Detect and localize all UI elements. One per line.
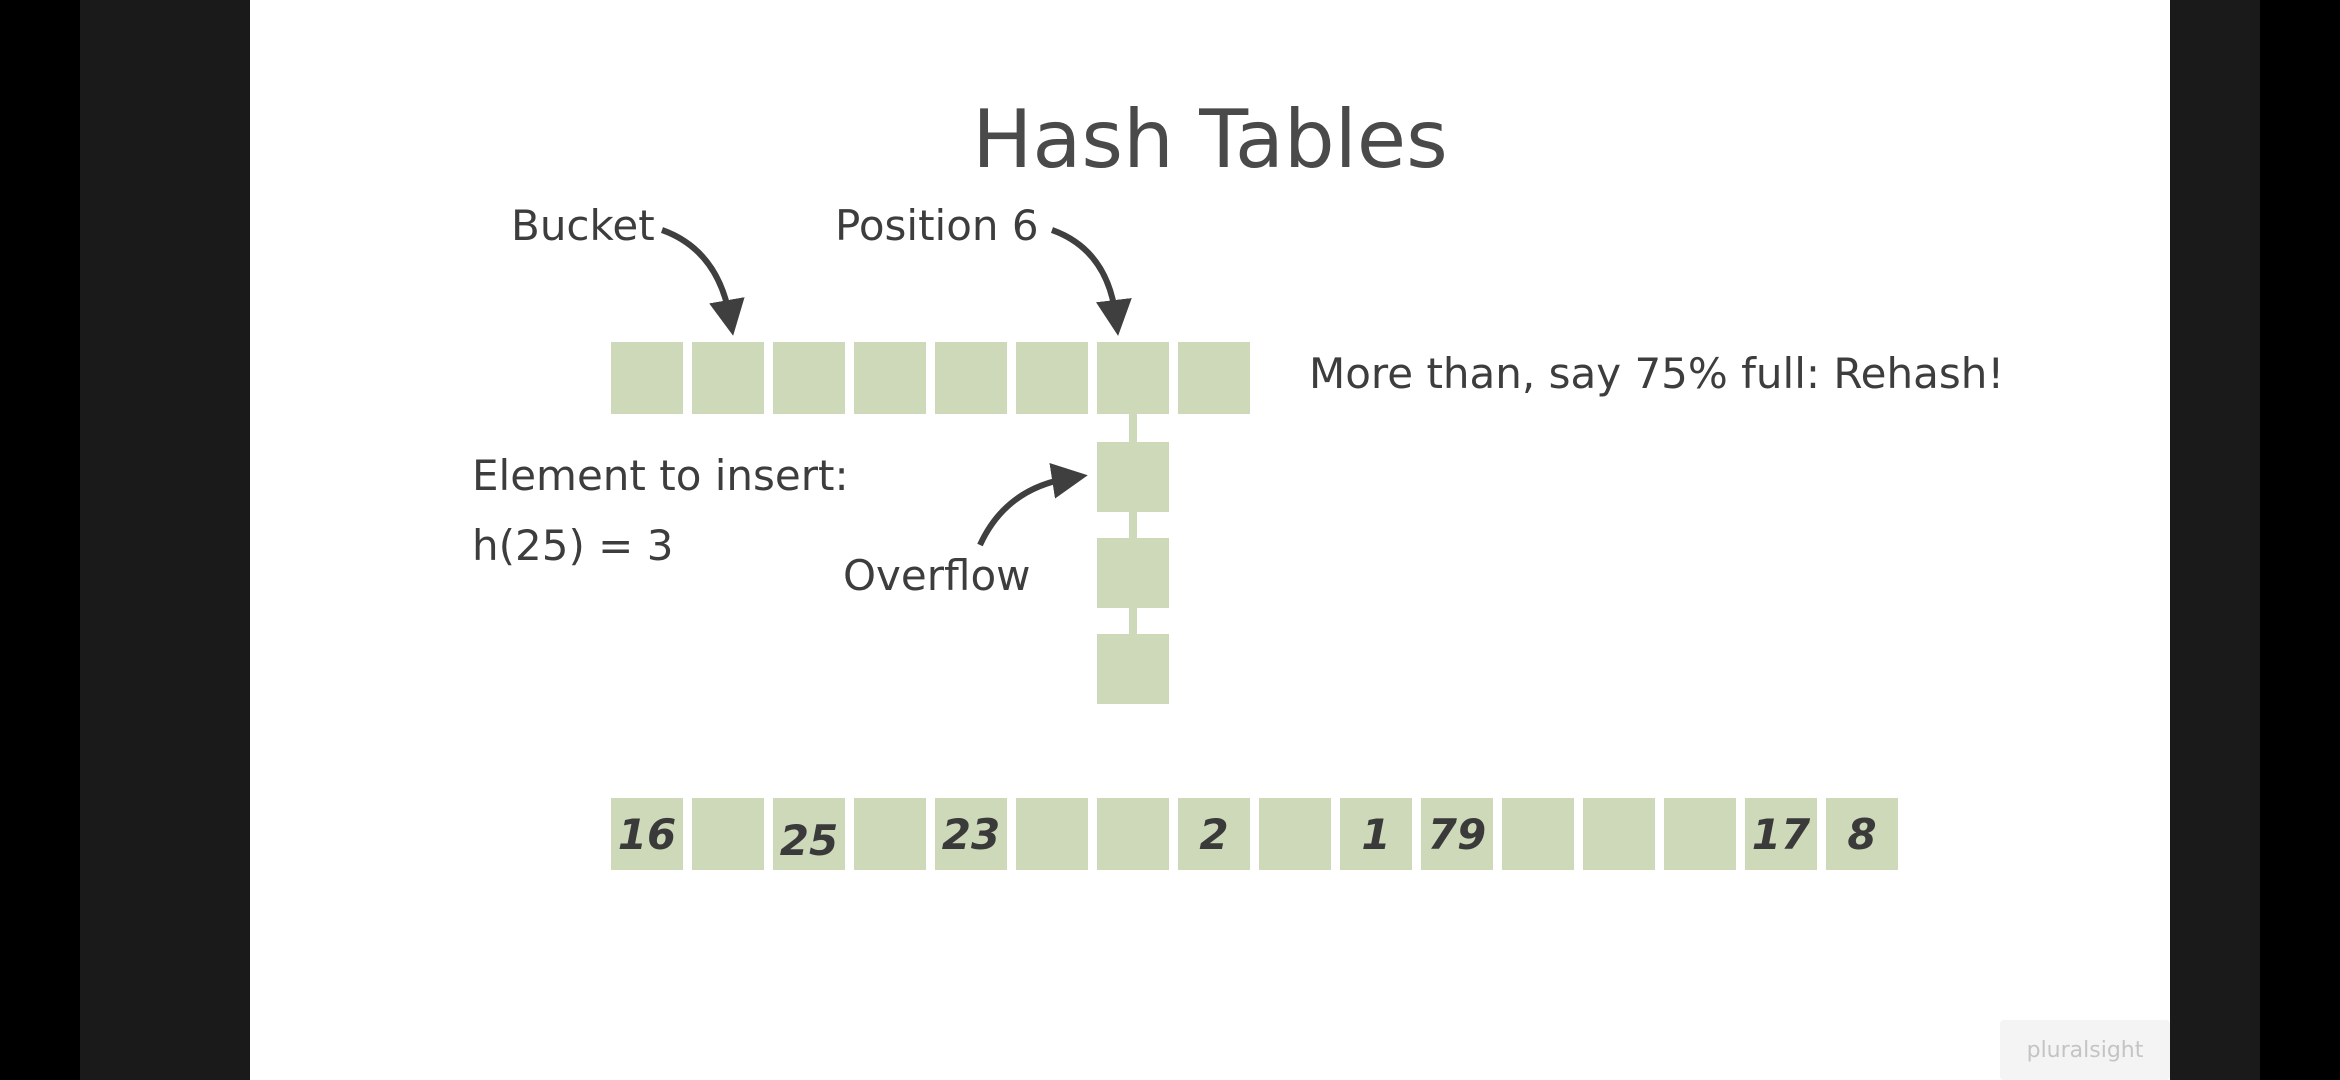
bottom-cell bbox=[692, 798, 764, 870]
position-label: Position 6 bbox=[835, 201, 1039, 250]
bucket-label: Bucket bbox=[511, 201, 655, 250]
slide: Hash Tables Bucket Position 6 More than,… bbox=[250, 0, 2170, 1080]
bottom-cell bbox=[1259, 798, 1331, 870]
bottom-cell: 25 bbox=[773, 798, 845, 870]
top-bucket-cell bbox=[773, 342, 845, 414]
bottom-cell bbox=[1502, 798, 1574, 870]
bottom-cell: 17 bbox=[1745, 798, 1817, 870]
bottom-cell: 23 bbox=[935, 798, 1007, 870]
slide-title: Hash Tables bbox=[972, 93, 1448, 186]
chain-link bbox=[1129, 414, 1137, 442]
bottom-cell-value: 16 bbox=[617, 809, 677, 859]
bottom-cell bbox=[854, 798, 926, 870]
pluralsight-watermark: pluralsight bbox=[2000, 1020, 2170, 1080]
top-bucket-cell bbox=[1178, 342, 1250, 414]
element-to-insert-label: Element to insert: bbox=[472, 451, 849, 500]
top-bucket-cell bbox=[1016, 342, 1088, 414]
top-bucket-cell bbox=[854, 342, 926, 414]
bottom-cell: 8 bbox=[1826, 798, 1898, 870]
bottom-cell-value: 8 bbox=[1847, 809, 1877, 859]
bottom-cell: 16 bbox=[611, 798, 683, 870]
position-arrow bbox=[1050, 227, 1132, 336]
letterbox-left bbox=[0, 0, 80, 1080]
bottom-cell-value: 25 bbox=[779, 815, 839, 865]
bottom-cell-value: 17 bbox=[1751, 809, 1811, 859]
letterbox-right bbox=[2260, 0, 2340, 1080]
top-bucket-cell bbox=[611, 342, 683, 414]
bottom-cell-value: 2 bbox=[1199, 809, 1229, 859]
bottom-cell: 79 bbox=[1421, 798, 1493, 870]
top-bucket-cell-position-6 bbox=[1097, 342, 1169, 414]
top-bucket-cell bbox=[935, 342, 1007, 414]
top-bucket-cell bbox=[692, 342, 764, 414]
hash-expression-label: h(25) = 3 bbox=[472, 521, 674, 570]
bottom-cell-value: 23 bbox=[941, 809, 1001, 859]
bottom-cell bbox=[1583, 798, 1655, 870]
annotation-arrows bbox=[660, 227, 1132, 547]
bottom-cell bbox=[1016, 798, 1088, 870]
overflow-cell bbox=[1097, 634, 1169, 704]
bottom-cell: 1 bbox=[1340, 798, 1412, 870]
chain-link bbox=[1129, 512, 1137, 538]
overflow-cell bbox=[1097, 442, 1169, 512]
overflow-arrow bbox=[977, 463, 1088, 547]
chain-link bbox=[1129, 608, 1137, 634]
bottom-cell bbox=[1097, 798, 1169, 870]
bottom-cell bbox=[1664, 798, 1736, 870]
bottom-cell-value: 79 bbox=[1427, 809, 1487, 859]
bottom-cell: 2 bbox=[1178, 798, 1250, 870]
overflow-cell bbox=[1097, 538, 1169, 608]
bottom-cell-value: 1 bbox=[1361, 809, 1391, 859]
rehash-label: More than, say 75% full: Rehash! bbox=[1309, 349, 2005, 398]
bucket-arrow bbox=[660, 227, 745, 336]
overflow-label: Overflow bbox=[843, 551, 1031, 600]
